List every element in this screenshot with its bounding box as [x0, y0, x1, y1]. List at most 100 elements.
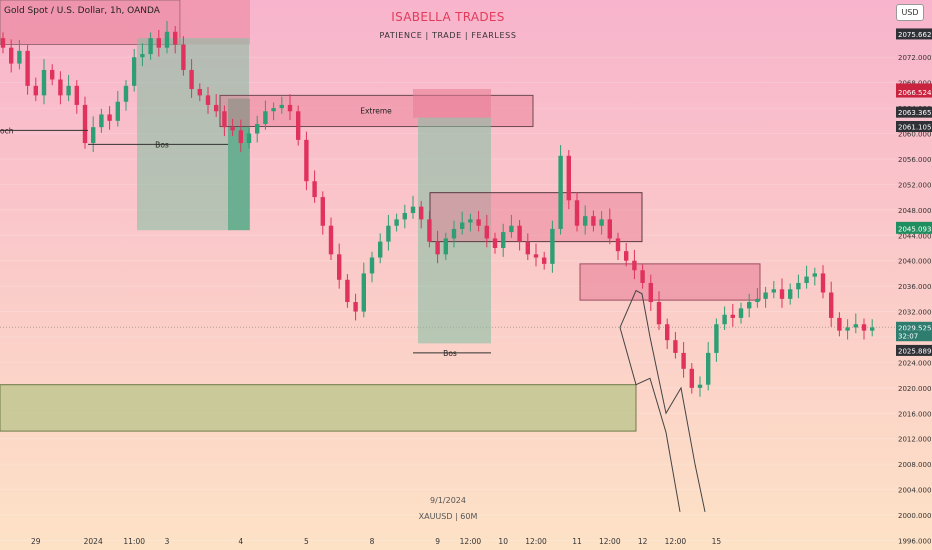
supply-zone-top-ext[interactable] — [180, 0, 250, 45]
candle-body[interactable] — [246, 133, 252, 144]
candle-body[interactable] — [509, 225, 514, 233]
candle-body[interactable] — [312, 181, 317, 198]
candle-body[interactable] — [402, 213, 407, 220]
candle-body[interactable] — [812, 273, 817, 277]
candle-body[interactable] — [255, 123, 260, 134]
supply-zone-low[interactable] — [579, 263, 761, 301]
candle-body[interactable] — [574, 200, 580, 226]
candle-body[interactable] — [533, 254, 539, 258]
candle-body[interactable] — [460, 222, 465, 229]
candle-body[interactable] — [214, 104, 219, 112]
candle-body[interactable] — [738, 308, 744, 318]
candle-body[interactable] — [74, 85, 79, 105]
candle-body[interactable] — [181, 44, 186, 70]
candle-body[interactable] — [607, 219, 612, 239]
candle-body[interactable] — [730, 314, 735, 318]
candle-body[interactable] — [132, 57, 137, 86]
candle-body[interactable] — [115, 101, 120, 121]
candle-body[interactable] — [870, 327, 875, 331]
candle-body[interactable] — [747, 302, 752, 309]
candle-body[interactable] — [0, 38, 6, 48]
candle-body[interactable] — [164, 31, 170, 48]
candle-body[interactable] — [378, 241, 383, 258]
candle-body[interactable] — [451, 228, 457, 239]
candle-body[interactable] — [238, 130, 243, 144]
candle-body[interactable] — [591, 216, 596, 226]
candle-body[interactable] — [222, 111, 227, 128]
candle-body[interactable] — [796, 282, 801, 290]
candle-body[interactable] — [820, 273, 826, 293]
candle-body[interactable] — [287, 104, 293, 112]
candle-body[interactable] — [337, 254, 342, 280]
candle-body[interactable] — [9, 47, 14, 64]
candle-body[interactable] — [566, 155, 571, 201]
candle-body[interactable] — [271, 108, 276, 112]
supply-zone-top[interactable] — [0, 0, 181, 46]
candle-body[interactable] — [58, 79, 63, 96]
candle-body[interactable] — [369, 257, 375, 274]
candle-body[interactable] — [107, 114, 112, 121]
candle-body[interactable] — [558, 155, 563, 229]
candle-body[interactable] — [230, 127, 235, 131]
candle-body[interactable] — [320, 197, 325, 226]
candle-body[interactable] — [640, 270, 645, 283]
candle-body[interactable] — [542, 257, 547, 264]
candle-body[interactable] — [624, 251, 629, 261]
candle-body[interactable] — [197, 89, 202, 96]
candle-body[interactable] — [501, 232, 506, 248]
candle-body[interactable] — [492, 238, 498, 248]
candle-body[interactable] — [304, 139, 309, 182]
candle-body[interactable] — [279, 104, 284, 109]
candle-body[interactable] — [189, 69, 194, 90]
trade-stop-box-2[interactable] — [413, 89, 491, 118]
candle-body[interactable] — [681, 352, 686, 369]
candle-body[interactable] — [550, 228, 555, 264]
candle-body[interactable] — [386, 225, 391, 242]
candle-body[interactable] — [345, 279, 350, 303]
candle-body[interactable] — [804, 276, 809, 283]
candle-body[interactable] — [41, 69, 47, 96]
candle-body[interactable] — [91, 127, 96, 144]
candle-body[interactable] — [845, 327, 850, 331]
candle-body[interactable] — [484, 225, 489, 239]
candle-body[interactable] — [853, 324, 858, 328]
candle-body[interactable] — [205, 95, 211, 105]
candle-body[interactable] — [583, 216, 588, 226]
candle-body[interactable] — [706, 352, 711, 385]
candle-body[interactable] — [599, 219, 604, 226]
candle-body[interactable] — [722, 314, 727, 325]
candle-body[interactable] — [788, 289, 793, 299]
candle-body[interactable] — [697, 384, 703, 388]
currency-button[interactable]: USD — [896, 4, 924, 21]
candle-body[interactable] — [517, 225, 522, 242]
candle-body[interactable] — [140, 54, 145, 58]
candle-body[interactable] — [173, 31, 178, 45]
candle-body[interactable] — [66, 85, 71, 96]
candle-body[interactable] — [755, 298, 760, 303]
candle-body[interactable] — [361, 273, 366, 312]
candle-body[interactable] — [689, 368, 694, 388]
candle-body[interactable] — [50, 69, 55, 80]
candle-body[interactable] — [861, 324, 867, 331]
candle-body[interactable] — [443, 238, 448, 255]
candle-body[interactable] — [419, 206, 424, 220]
candle-body[interactable] — [771, 289, 776, 293]
candle-body[interactable] — [673, 340, 678, 353]
candle-body[interactable] — [328, 225, 334, 255]
candle-body[interactable] — [714, 324, 719, 353]
candle-body[interactable] — [779, 289, 785, 299]
candle-body[interactable] — [468, 219, 473, 223]
candle-body[interactable] — [156, 38, 161, 48]
candle-body[interactable] — [17, 50, 22, 64]
candle-body[interactable] — [394, 219, 399, 226]
candle-body[interactable] — [829, 292, 834, 318]
candle-body[interactable] — [33, 85, 38, 96]
candle-body[interactable] — [435, 241, 440, 255]
candle-body[interactable] — [632, 260, 637, 271]
candle-body[interactable] — [263, 111, 268, 124]
candle-body[interactable] — [656, 302, 662, 325]
candle-body[interactable] — [525, 241, 530, 255]
supply-zone-mid[interactable] — [429, 192, 643, 243]
candle-body[interactable] — [25, 50, 30, 86]
